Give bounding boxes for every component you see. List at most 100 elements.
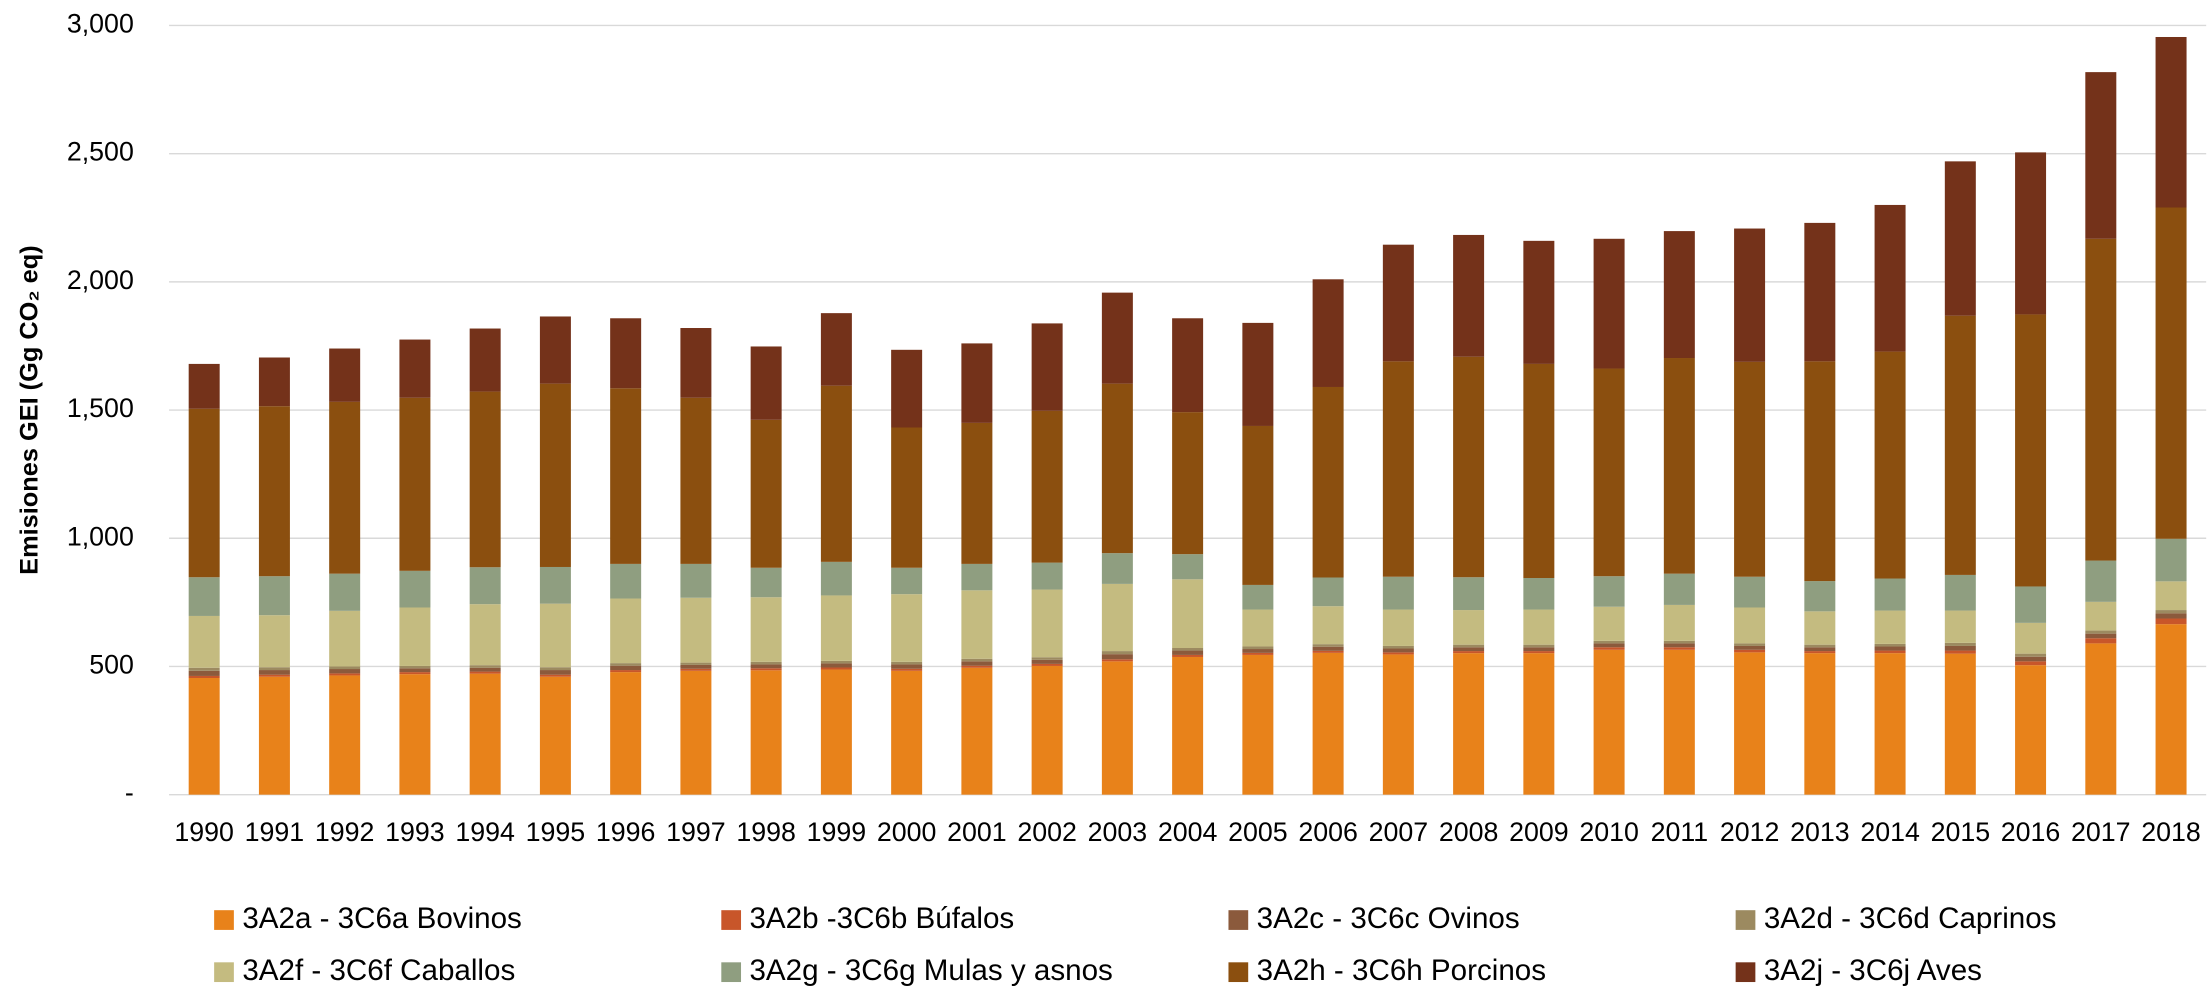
bar-segment [1804,611,1836,645]
bar-segment [1453,651,1485,654]
x-tick-label: 2016 [2001,817,2061,847]
legend-swatch [1735,910,1756,930]
bar-segment [258,667,290,671]
y-tick-label: 2,000 [67,265,134,295]
x-tick-label: 2002 [1017,817,1077,847]
bar-segment [1944,610,1976,643]
bar-segment [329,666,361,670]
bar-segment [1804,647,1836,652]
bar-segment [1312,646,1344,651]
bar-segment [1874,578,1906,611]
bar-segment [2085,72,2117,239]
bar-segment [399,397,431,571]
bar-segment [891,670,923,795]
bar-segment [1523,240,1555,364]
bar-segment [1593,238,1625,369]
bar-segment [891,664,923,669]
bar-segment [399,570,431,608]
bar-segment [1101,654,1133,660]
bar-segment [1031,659,1063,664]
bar-segment [2085,633,2117,639]
x-tick-label: 2009 [1509,817,1569,847]
bar-segment [1874,646,1906,651]
bar-segment [1523,609,1555,645]
bar-segment [258,674,290,677]
bar-segment [820,561,852,596]
x-tick-label: 1990 [174,817,234,847]
bar-segment [539,316,571,384]
bar-segment [610,670,642,673]
bar-segment [820,595,852,661]
bar-segment [539,674,571,677]
bar-segment [820,313,852,386]
bar-segment [1312,279,1344,387]
bar-segment [961,658,993,662]
bar-segment [1593,640,1625,644]
bar-segment [539,676,571,795]
bar-segment [1101,292,1133,384]
bar-segment [2015,152,2047,315]
bar-segment [539,670,571,675]
bar-segment [1172,648,1204,651]
bar-segment [1874,643,1906,647]
legend-label: 3A2b -3C6b Búfalos [749,902,1014,935]
bar-segment [258,670,290,675]
bar-segment [1242,322,1274,426]
x-tick-label: 2008 [1439,817,1499,847]
bar-segment [2155,624,2187,795]
bar-segment [1031,663,1063,666]
bar-segment [961,422,993,564]
bar-segment [750,670,782,795]
bar-segment [2085,630,2117,634]
bar-segment [2085,601,2117,631]
bar-segment [750,664,782,669]
bar-segment [610,563,642,599]
bar-segment [329,673,361,676]
bar-segment [1242,584,1274,610]
legend-swatch [1228,962,1249,983]
bar-segment [1312,386,1344,578]
bar-segment [469,328,501,392]
x-tick-label: 2005 [1228,817,1288,847]
bar-segment [1453,610,1485,645]
bar-segment [1453,577,1485,611]
bar-segment [1382,654,1414,795]
bar-segment [539,566,571,604]
bar-segment [610,665,642,671]
legend-label: 3A2f - 3C6f Caballos [242,954,515,987]
legend-swatch [214,910,234,930]
bar-segment [1172,579,1204,649]
bar-segment [1312,652,1344,795]
bar-segment [1944,645,1976,651]
bar-segment [820,667,852,670]
bar-segment [820,385,852,562]
bar-segment [399,339,431,398]
bar-segment [1172,412,1204,555]
bar-segment [1242,646,1274,650]
bar-segment [258,357,290,407]
bar-segment [1944,161,1976,316]
bar-segment [1663,231,1695,359]
bar-segment [188,363,220,409]
bar-segment [2085,638,2117,644]
bar-segment [1242,649,1274,653]
x-tick-label: 2012 [1720,817,1780,847]
bar-segment [610,318,642,389]
bar-segment [1874,653,1906,795]
bar-segment [1663,640,1695,644]
bar-segment [750,668,782,671]
bar-segment [2015,656,2047,662]
bar-segment [329,610,361,667]
bar-segment [1382,645,1414,649]
bar-segment [1101,659,1133,662]
bar-segment [1874,610,1906,644]
bar-segment [1453,234,1485,357]
bar-segment [188,667,220,671]
x-tick-label: 1999 [807,817,867,847]
y-tick-label: 500 [89,650,134,680]
bar-segment [1242,425,1274,585]
bar-segment [1101,383,1133,554]
bar-segment [2155,618,2187,625]
x-tick-label: 1991 [245,817,305,847]
